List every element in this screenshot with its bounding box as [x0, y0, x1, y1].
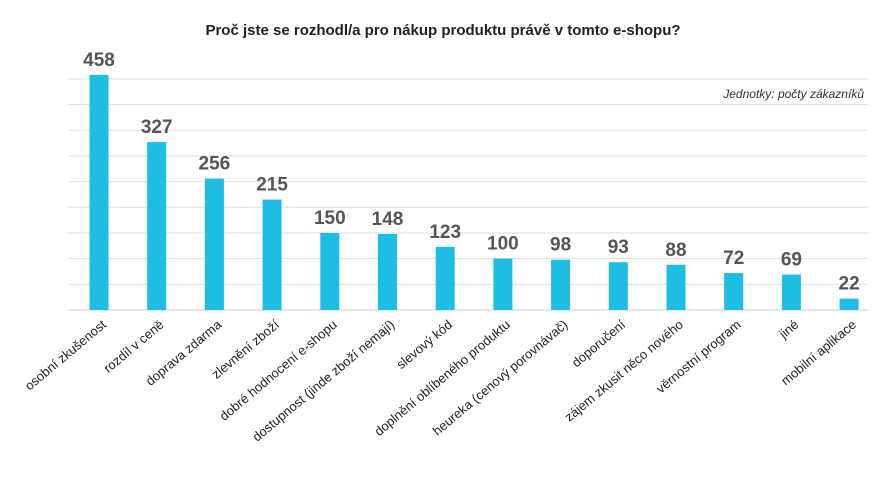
bar: [608, 262, 628, 310]
data-label: 256: [199, 154, 231, 175]
bar: [147, 142, 167, 310]
bar: [493, 258, 513, 310]
bar: [262, 199, 282, 310]
category-label: doporučení: [569, 317, 629, 371]
data-label: 22: [839, 274, 860, 295]
data-label: 458: [83, 50, 115, 71]
bar: [781, 274, 801, 310]
data-label: 148: [372, 209, 404, 230]
value-labels: 458 327 256 215 150 148 123 100 98 93 88 72 69 22: [83, 50, 860, 295]
data-label: 100: [487, 234, 519, 255]
bar: [666, 264, 686, 310]
chart-title: Proč jste se rozhodl/a pro nákup produkt…: [205, 22, 681, 39]
bar: [204, 178, 224, 310]
data-label: 69: [781, 250, 802, 271]
bar: [839, 298, 859, 310]
bar: [724, 273, 744, 310]
units-annotation: Jednotky: počty zákazníků: [722, 87, 864, 101]
data-label: 93: [608, 237, 629, 258]
data-label: 123: [429, 222, 461, 243]
data-label: 215: [256, 175, 288, 196]
bar: [89, 74, 109, 310]
data-label: 98: [550, 235, 571, 256]
category-label: jiné: [775, 317, 801, 342]
data-label: 327: [141, 117, 173, 138]
bars: [89, 74, 859, 310]
category-label: osobní zkušenost: [22, 317, 109, 394]
bar: [435, 246, 455, 310]
data-label: 88: [665, 240, 686, 261]
gridlines: [68, 78, 868, 311]
data-label: 72: [723, 248, 744, 269]
bar: [551, 259, 571, 310]
category-label: zájem zkusit něco nového: [562, 317, 686, 425]
data-label: 150: [314, 208, 346, 229]
bar: [378, 234, 397, 310]
bar: [320, 232, 340, 310]
